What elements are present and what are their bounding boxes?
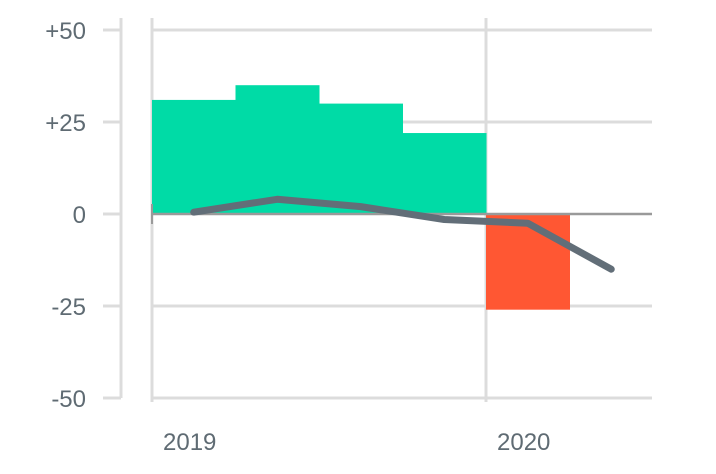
- y-axis: +50 +25 0 -25 -50: [45, 18, 123, 413]
- line-point-5: [610, 268, 612, 270]
- line-point-3: [443, 219, 445, 221]
- y-tick-label-4: -50: [51, 386, 86, 413]
- bar-0: [152, 99, 236, 214]
- y-tick-label-2: 0: [73, 202, 86, 229]
- line-path: [190, 195, 615, 273]
- y-tick-label-3: -25: [51, 294, 86, 321]
- line-point-2: [360, 206, 362, 208]
- bar-2: [319, 103, 403, 214]
- x-tick-label-1: 2020: [497, 429, 550, 456]
- y-tick-label-0: +50: [45, 18, 86, 45]
- bar-3: [402, 133, 487, 214]
- line-point-4: [527, 222, 529, 224]
- x-axis-labels: 2019 2020: [163, 429, 550, 456]
- bars: [151, 85, 652, 310]
- bar-4: [486, 214, 570, 310]
- y-tick-label-1: +25: [45, 110, 86, 137]
- line-series: [190, 195, 615, 273]
- line-point-1: [276, 198, 278, 200]
- x-tick-label-0: 2019: [163, 429, 216, 456]
- line-point-0: [193, 211, 195, 213]
- bar-1: [235, 85, 320, 214]
